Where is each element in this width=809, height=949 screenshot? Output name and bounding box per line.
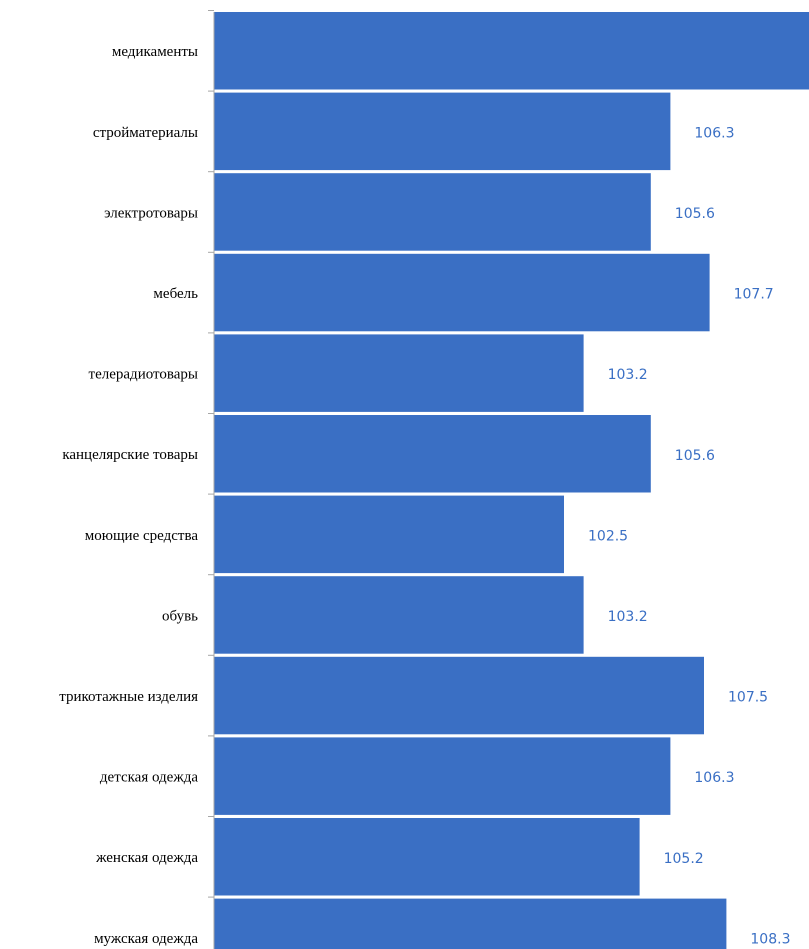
category-label: моющие средства (85, 528, 199, 544)
value-label: 105.6 (675, 206, 715, 222)
value-label: 106.3 (694, 770, 734, 786)
bar (214, 818, 640, 896)
bar (214, 898, 727, 949)
bar (214, 495, 564, 574)
bar (214, 253, 710, 332)
category-label: медикаменты (112, 44, 198, 60)
category-label: мебель (153, 286, 198, 302)
category-label: стройматериалы (93, 125, 198, 141)
bar (214, 173, 651, 251)
value-label: 106.3 (694, 125, 734, 141)
value-label: 103.2 (608, 609, 648, 625)
bar (214, 576, 584, 654)
value-label: 102.5 (588, 528, 628, 544)
bar (214, 92, 671, 171)
value-label: 107.7 (734, 287, 774, 303)
bar (214, 12, 809, 90)
value-label: 108.3 (750, 931, 790, 947)
category-label: трикотажные изделия (59, 689, 198, 705)
category-label: мужская одежда (94, 931, 198, 947)
category-label: электротовары (104, 205, 198, 221)
bar (214, 656, 704, 735)
value-label: 103.2 (608, 367, 648, 383)
value-label: 107.5 (728, 690, 768, 706)
category-label: женская одежда (95, 850, 198, 866)
category-label: телерадиотовары (89, 367, 198, 383)
category-label: детская одежда (100, 770, 198, 786)
value-label: 105.2 (664, 851, 704, 867)
category-label: канцелярские товары (62, 447, 198, 463)
bar (214, 737, 671, 815)
bar (214, 334, 584, 412)
bar (214, 415, 651, 493)
value-label: 105.6 (675, 448, 715, 464)
category-label: обувь (162, 608, 198, 624)
